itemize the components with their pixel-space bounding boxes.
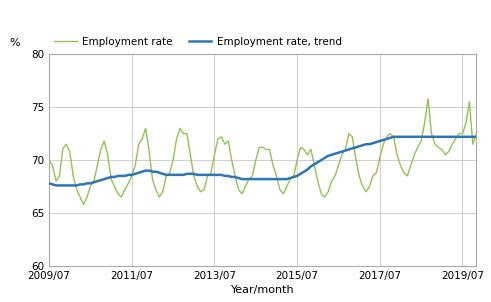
- X-axis label: Year/month: Year/month: [231, 285, 295, 295]
- Legend: Employment rate, Employment rate, trend: Employment rate, Employment rate, trend: [55, 37, 342, 47]
- Text: %: %: [10, 38, 21, 48]
